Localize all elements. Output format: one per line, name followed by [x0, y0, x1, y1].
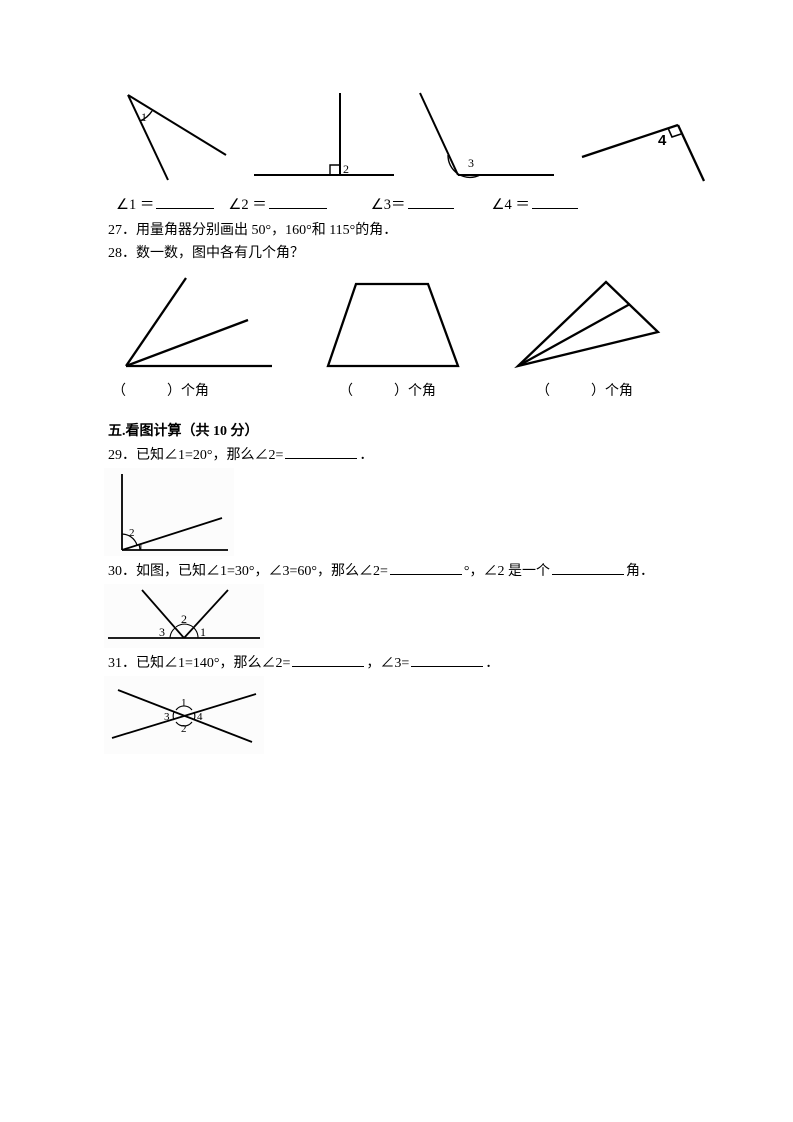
q30-pre: 如图，已知∠1=30°，∠3=60°，那么∠2=	[136, 564, 388, 579]
fill-angle2-label: ∠2 ＝	[228, 193, 266, 214]
paren-l-3: （	[536, 384, 550, 399]
svg-text:3: 3	[159, 625, 165, 639]
blank-q30-2[interactable]	[552, 560, 624, 575]
blank-q29[interactable]	[285, 444, 357, 459]
angles-row: 1 2 3	[108, 85, 703, 185]
q31-pre: 已知∠1=140°，那么∠2=	[136, 656, 290, 671]
paren-l-2: （	[339, 384, 353, 399]
q28-num: 28．	[108, 246, 136, 261]
paren-r-2: ）个角	[394, 384, 436, 399]
angle3-svg: 3	[408, 85, 558, 185]
count-label-1: （ ）个角	[112, 380, 209, 400]
count-figure-2	[318, 274, 468, 374]
blank-q31-2[interactable]	[411, 652, 483, 667]
question-27: 27．用量角器分别画出 50°，160°和 115°的角．	[108, 220, 703, 241]
angle-figure-2: 2	[248, 85, 398, 185]
q29-num: 29．	[108, 448, 136, 463]
fill-angle4-label: ∠4 ＝	[492, 193, 530, 214]
q31-post: ．	[485, 656, 499, 671]
fill-angle1-label: ∠1 ＝	[116, 193, 154, 214]
q29-pre: 已知∠1=20°，那么∠2=	[136, 448, 283, 463]
paren-r-3: ）个角	[591, 384, 633, 399]
angle3-label: 3	[468, 156, 474, 170]
q27-num: 27．	[108, 223, 136, 238]
q29-post: ．	[359, 448, 373, 463]
angle-figure-4: 4	[568, 85, 718, 185]
question-28: 28．数一数，图中各有几个角？	[108, 243, 703, 264]
q27-text: 用量角器分别画出 50°，160°和 115°的角．	[136, 223, 397, 238]
count-labels-row: （ ）个角 （ ）个角 （ ）个角	[108, 380, 703, 400]
figure-31: 1 3 4 2	[104, 676, 703, 754]
q31-num: 31．	[108, 656, 136, 671]
angle1-label: 1	[141, 110, 147, 124]
count-label-2: （ ）个角	[339, 380, 436, 400]
question-30: 30．如图，已知∠1=30°，∠3=60°，那么∠2= °，∠2 是一个 角．	[108, 560, 703, 582]
angle4-svg: 4	[568, 85, 718, 185]
count-row	[108, 274, 703, 374]
svg-text:1: 1	[138, 541, 144, 553]
q30-post: 角．	[626, 564, 654, 579]
svg-text:1: 1	[200, 625, 206, 639]
page: 1 2 3	[0, 0, 793, 798]
svg-text:1: 1	[181, 697, 187, 709]
svg-text:3: 3	[164, 711, 170, 723]
q28-text: 数一数，图中各有几个角？	[136, 246, 304, 261]
blank-q30-1[interactable]	[390, 560, 462, 575]
count-figure-1	[108, 274, 278, 374]
q30-mid: °，∠2 是一个	[464, 564, 550, 579]
svg-text:2: 2	[181, 723, 187, 735]
blank-angle2[interactable]	[269, 194, 327, 210]
fill-angle3-label: ∠3＝	[371, 193, 406, 214]
count-label-3: （ ）个角	[536, 380, 633, 400]
paren-r-1: ）个角	[167, 384, 209, 399]
figure-30: 3 2 1	[104, 584, 703, 648]
angle1-svg: 1	[108, 85, 238, 185]
angle4-label: 4	[658, 132, 667, 149]
angle-fillblanks: ∠1 ＝ ∠2 ＝ ∠3＝ ∠4 ＝	[108, 193, 703, 214]
question-31: 31．已知∠1=140°，那么∠2= ，∠3= ．	[108, 652, 703, 674]
count-figure-3	[508, 274, 668, 374]
angle2-svg: 2	[248, 85, 398, 185]
paren-l: （	[112, 384, 126, 399]
question-29: 29．已知∠1=20°，那么∠2= ．	[108, 444, 703, 466]
svg-text:2: 2	[129, 527, 135, 539]
angle2-label: 2	[343, 162, 349, 176]
svg-text:4: 4	[197, 711, 203, 723]
q31-mid: ，∠3=	[366, 656, 409, 671]
svg-text:2: 2	[181, 612, 187, 626]
q30-num: 30．	[108, 564, 136, 579]
blank-angle4[interactable]	[532, 194, 578, 210]
blank-angle1[interactable]	[156, 194, 214, 210]
blank-q31-1[interactable]	[292, 652, 364, 667]
section-5-heading: 五.看图计算（共 10 分）	[108, 420, 703, 440]
figure-29: 2 1	[104, 468, 703, 556]
blank-angle3[interactable]	[408, 194, 454, 210]
angle-figure-3: 3	[408, 85, 558, 185]
angle-figure-1: 1	[108, 85, 238, 185]
